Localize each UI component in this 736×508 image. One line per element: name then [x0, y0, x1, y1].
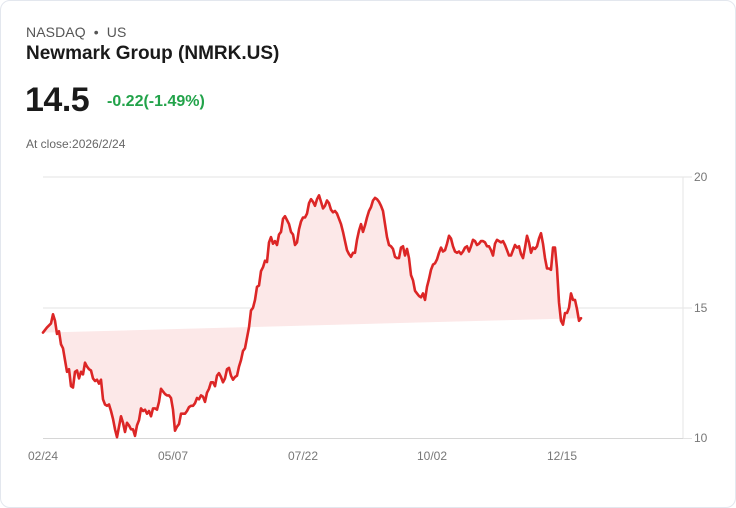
price-area-fill [43, 195, 581, 438]
current-price: 14.5 [25, 81, 90, 119]
price-change: -0.22(-1.49%) [107, 93, 205, 110]
y-tick-label: 10 [694, 431, 708, 445]
close-timestamp: At close:2026/2/24 [26, 137, 126, 151]
x-tick-label: 07/22 [288, 449, 318, 463]
x-tick-label: 12/15 [547, 449, 577, 463]
y-tick-label: 15 [694, 301, 708, 315]
stock-title: Newmark Group (NMRK.US) [26, 43, 280, 64]
price-line [41, 194, 583, 439]
separator-dot: • [93, 24, 99, 40]
x-tick-label: 02/24 [28, 449, 58, 463]
exchange-line: NASDAQ • US [26, 24, 126, 40]
exchange-name: NASDAQ [26, 24, 86, 40]
x-tick-label: 05/07 [158, 449, 188, 463]
y-tick-label: 20 [694, 170, 708, 184]
region-label: US [106, 24, 127, 40]
x-tick-label: 10/02 [417, 449, 447, 463]
